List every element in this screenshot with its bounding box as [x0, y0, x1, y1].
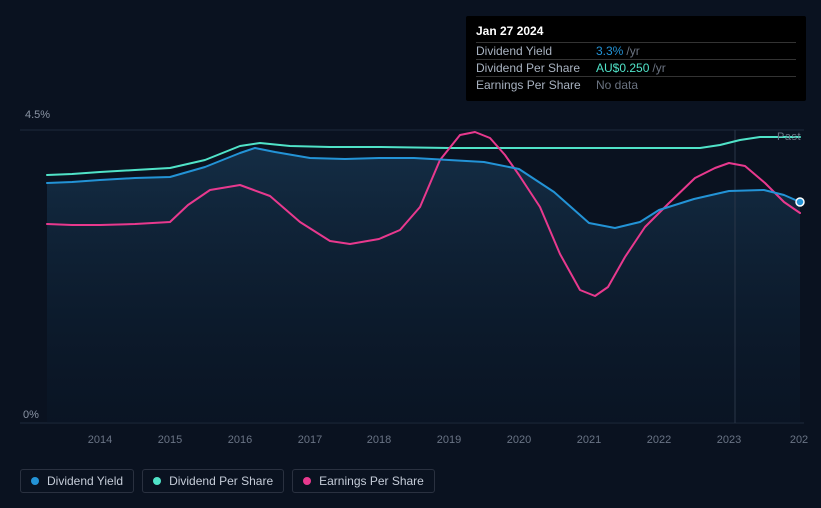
y-axis-max-label: 4.5% [25, 109, 50, 121]
legend-item[interactable]: Earnings Per Share [292, 469, 435, 493]
x-axis-tick: 2017 [298, 434, 322, 446]
tooltip-row: Dividend Per ShareAU$0.250/yr [476, 59, 796, 76]
tooltip-row-label: Dividend Per Share [476, 61, 596, 75]
legend-item[interactable]: Dividend Yield [20, 469, 134, 493]
legend-item-label: Earnings Per Share [319, 474, 424, 488]
x-axis-tick: 2022 [647, 434, 671, 446]
legend-item-label: Dividend Yield [47, 474, 123, 488]
tooltip-row-label: Dividend Yield [476, 44, 596, 58]
x-axis-tick: 2016 [228, 434, 252, 446]
x-axis-tick: 2021 [577, 434, 601, 446]
tooltip-row-label: Earnings Per Share [476, 78, 596, 92]
tooltip-row-value: AU$0.250 [596, 61, 652, 75]
tooltip-row: Earnings Per ShareNo data [476, 76, 796, 93]
x-axis-tick: 2014 [88, 434, 112, 446]
chart-legend: Dividend Yield Dividend Per Share Earnings… [20, 469, 435, 493]
x-axis-tick: 2019 [437, 434, 461, 446]
legend-item-label: Dividend Per Share [169, 474, 273, 488]
legend-dot-icon [303, 477, 311, 485]
past-label: Past [777, 131, 801, 143]
tooltip-row-suffix: /yr [652, 61, 665, 75]
chart-tooltip: Jan 27 2024 Dividend Yield3.3%/yrDividen… [466, 16, 806, 101]
tooltip-row-value: No data [596, 78, 641, 92]
dividend-chart: 4.5% 0% 2014 2015 2016 2017 2018 2019 2020 2021… [0, 0, 821, 508]
x-axis-tick: 2018 [367, 434, 391, 446]
x-axis-tick: 2020 [507, 434, 531, 446]
y-axis-min-label: 0% [23, 409, 39, 421]
tooltip-row: Dividend Yield3.3%/yr [476, 42, 796, 59]
tooltip-row-value: 3.3% [596, 44, 626, 58]
tooltip-row-suffix: /yr [626, 44, 639, 58]
x-axis-tick: 2015 [158, 434, 182, 446]
x-axis-tick: 202 [790, 434, 808, 446]
x-axis-tick: 2023 [717, 434, 741, 446]
legend-dot-icon [153, 477, 161, 485]
legend-item[interactable]: Dividend Per Share [142, 469, 284, 493]
legend-dot-icon [31, 477, 39, 485]
tooltip-title: Jan 27 2024 [476, 24, 796, 42]
